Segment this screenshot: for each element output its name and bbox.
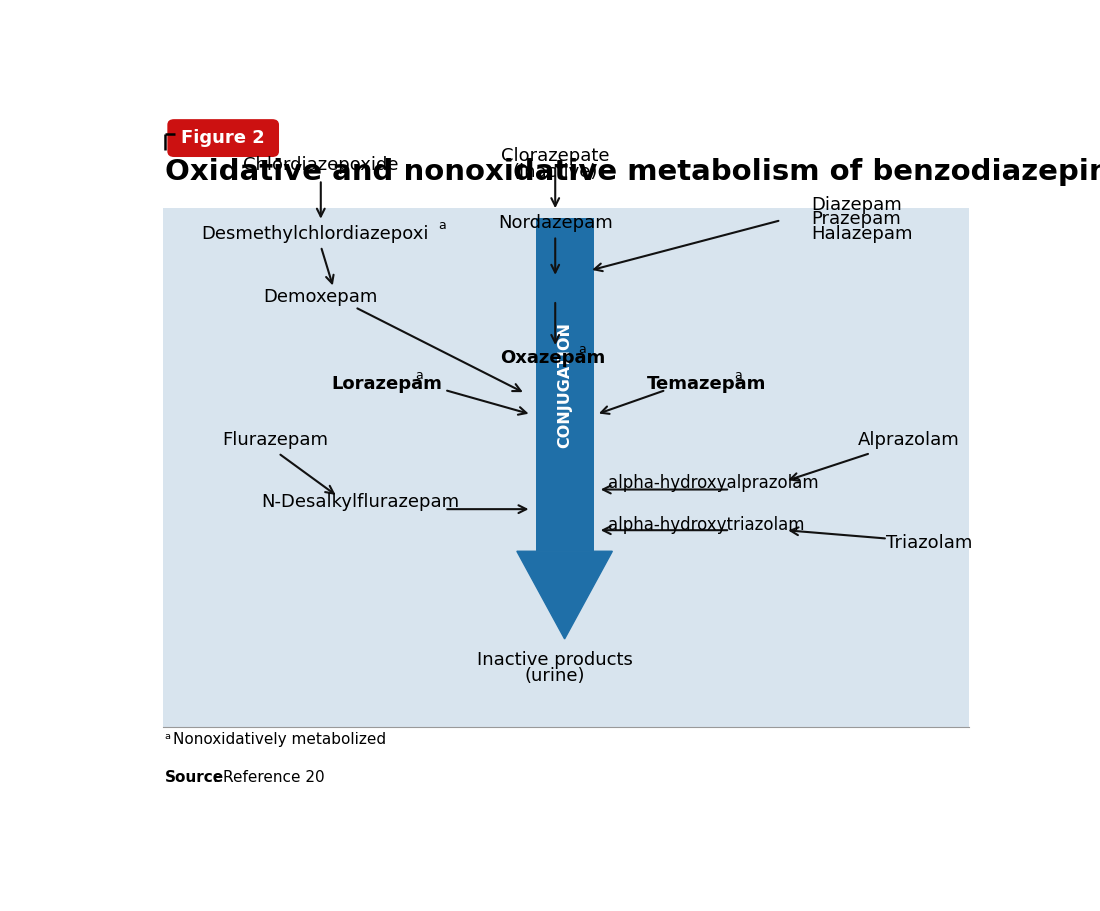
Text: N-Desalkylflurazepam: N-Desalkylflurazepam bbox=[261, 493, 459, 511]
Text: Diazepam: Diazepam bbox=[811, 197, 902, 214]
Text: Nonoxidatively metabolized: Nonoxidatively metabolized bbox=[174, 732, 386, 747]
Polygon shape bbox=[517, 551, 613, 639]
Text: Inactive products: Inactive products bbox=[477, 651, 634, 669]
Text: Triazolam: Triazolam bbox=[886, 534, 972, 552]
Text: (urine): (urine) bbox=[525, 667, 585, 685]
Text: alpha-hydroxytriazolam: alpha-hydroxytriazolam bbox=[608, 517, 804, 534]
Text: Flurazepam: Flurazepam bbox=[222, 432, 329, 449]
Text: Clorazepate: Clorazepate bbox=[500, 148, 609, 165]
Text: a: a bbox=[439, 220, 447, 232]
Text: (inactive): (inactive) bbox=[513, 163, 598, 180]
Text: alpha-hydroxyalprazolam: alpha-hydroxyalprazolam bbox=[608, 474, 818, 492]
Text: a: a bbox=[579, 343, 586, 356]
Text: Halazepam: Halazepam bbox=[811, 225, 913, 243]
Text: Nordazepam: Nordazepam bbox=[498, 214, 613, 232]
Text: CONJUGATION: CONJUGATION bbox=[557, 322, 572, 447]
Text: Desmethylchlordiazepoxi: Desmethylchlordiazepoxi bbox=[201, 225, 429, 243]
Text: Source: Source bbox=[165, 770, 224, 785]
Text: Chlordiazepoxide: Chlordiazepoxide bbox=[243, 157, 398, 174]
Text: ᵃ: ᵃ bbox=[165, 732, 170, 747]
Text: Oxazepam: Oxazepam bbox=[499, 349, 605, 367]
Text: : Reference 20: : Reference 20 bbox=[212, 770, 324, 785]
Text: Figure 2: Figure 2 bbox=[180, 129, 265, 147]
Text: Demoxepam: Demoxepam bbox=[264, 288, 378, 305]
FancyBboxPatch shape bbox=[167, 119, 279, 157]
FancyBboxPatch shape bbox=[536, 218, 594, 551]
Text: Temazepam: Temazepam bbox=[647, 375, 767, 394]
Text: a: a bbox=[416, 369, 424, 383]
FancyBboxPatch shape bbox=[163, 208, 969, 727]
Text: a: a bbox=[735, 369, 743, 383]
Text: Oxidative and nonoxidative metabolism of benzodiazepines: Oxidative and nonoxidative metabolism of… bbox=[165, 159, 1100, 187]
Text: Lorazepam: Lorazepam bbox=[332, 375, 442, 394]
Text: Prazepam: Prazepam bbox=[811, 210, 901, 229]
Text: Alprazolam: Alprazolam bbox=[858, 432, 959, 449]
